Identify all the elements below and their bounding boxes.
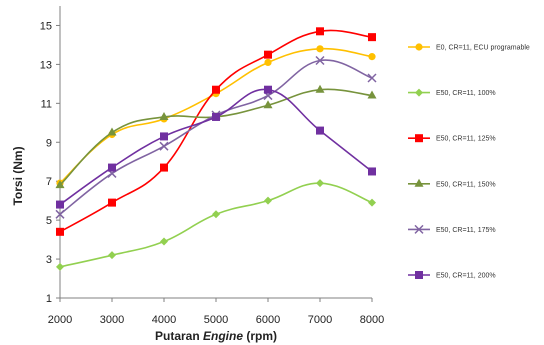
data-point (212, 112, 220, 121)
y-tick-label: 11 (41, 98, 52, 110)
legend-label: E50, CR=11, 200% (436, 273, 496, 280)
x-axis: 2000 3000 4000 5000 6000 7000 8000 (48, 297, 384, 326)
data-point (264, 196, 272, 205)
data-point (316, 179, 324, 188)
legend-marker (415, 88, 423, 97)
data-point (316, 27, 324, 36)
y-tick-label: 5 (46, 215, 52, 227)
data-point (160, 163, 168, 172)
x-tick-label: 2000 (48, 314, 72, 326)
data-point (159, 141, 169, 151)
legend-marker (415, 271, 423, 279)
legend-label: E50, CR=11, 150% (436, 181, 496, 188)
legend-label: E50, CR=11, 100% (436, 90, 496, 97)
data-point (107, 127, 117, 136)
x-tick-label: 7000 (308, 314, 332, 326)
legend-label: E50, CR=11, 125% (436, 136, 496, 143)
data-point (212, 210, 220, 219)
series-2 (56, 179, 376, 271)
data-point (212, 85, 220, 94)
legend-marker (414, 224, 424, 234)
y-tick-label: 7 (46, 176, 52, 188)
y-tick-label: 15 (40, 20, 52, 32)
series-line (59, 88, 373, 206)
y-tick-label: 3 (46, 254, 52, 266)
y-tick-label: 1 (46, 293, 52, 305)
legend-item-5: E50, CR=11, 175% (408, 224, 496, 234)
data-point (263, 100, 273, 109)
y-tick-label: 13 (40, 59, 52, 71)
x-tick-label: 4000 (152, 314, 176, 326)
y-tick-label: 9 (46, 137, 52, 149)
data-point (56, 227, 64, 236)
x-axis-title-suffix: (rpm) (243, 329, 277, 343)
x-axis-title-italic: Engine (203, 329, 243, 343)
data-point (368, 33, 376, 42)
data-point (55, 180, 65, 189)
legend-marker (415, 134, 423, 143)
data-point (108, 251, 116, 260)
data-point (108, 163, 116, 172)
data-point (367, 73, 377, 83)
x-tick-label: 3000 (100, 314, 124, 326)
y-axis-title: Torsi (Nm) (11, 146, 25, 205)
x-axis-title-prefix: Putaran (155, 329, 203, 343)
series-6 (56, 85, 376, 209)
data-point (316, 126, 324, 135)
series-line (59, 182, 373, 268)
data-point (315, 84, 325, 93)
data-point (108, 198, 116, 207)
series-layer (55, 27, 377, 271)
data-point (368, 167, 376, 176)
data-point (264, 58, 272, 67)
legend: E0, CR=11, ECU programable E50, CR=11, 10… (408, 43, 530, 280)
legend-label: E50, CR=11, 175% (436, 227, 496, 234)
series-3 (56, 27, 376, 236)
legend-item-1: E0, CR=11, ECU programable (408, 43, 530, 52)
x-tick-label: 8000 (360, 314, 384, 326)
x-tick-label: 6000 (256, 314, 280, 326)
data-point (316, 45, 324, 53)
legend-marker (414, 178, 424, 187)
data-point (55, 209, 65, 219)
data-point (160, 237, 168, 246)
data-point (315, 55, 325, 66)
data-point (368, 198, 376, 207)
data-point (264, 50, 272, 59)
legend-item-6: E50, CR=11, 200% (408, 271, 496, 280)
data-point (367, 90, 377, 99)
legend-item-2: E50, CR=11, 100% (408, 88, 496, 97)
data-point (56, 200, 64, 209)
legend-label: E0, CR=11, ECU programable (436, 45, 530, 52)
data-point (264, 85, 272, 94)
data-point (160, 132, 168, 141)
legend-item-3: E50, CR=11, 125% (408, 134, 496, 143)
data-point (56, 262, 64, 271)
legend-item-4: E50, CR=11, 150% (408, 178, 496, 188)
data-point (368, 53, 376, 61)
data-point (159, 111, 169, 120)
x-axis-title: Putaran Engine (rpm) (155, 329, 277, 343)
legend-marker (415, 43, 423, 51)
x-tick-label: 5000 (204, 314, 228, 326)
